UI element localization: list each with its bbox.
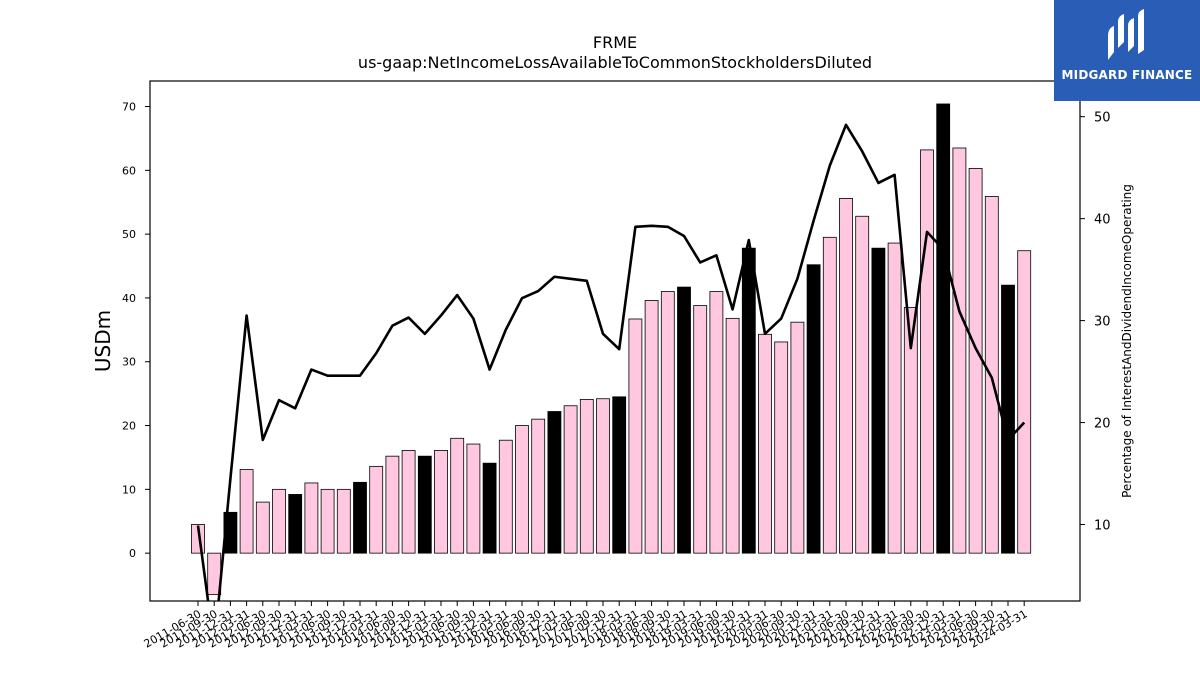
bar-2020-09-30 [790, 321, 805, 554]
bar-2014-06-30 [385, 455, 400, 554]
bar-2023-03-31 [952, 147, 967, 554]
bar-2016-09-30 [531, 418, 546, 554]
bar-2019-12-31 [741, 247, 756, 554]
y2-axis-label: Percentage of InterestAndDividendIncomeO… [1120, 184, 1134, 498]
y-tick-label: 40 [122, 292, 136, 305]
bar-2015-06-30 [450, 437, 465, 554]
y-tick-label: 50 [122, 228, 136, 241]
bar-2013-09-30 [336, 488, 351, 554]
bar-group [191, 103, 1032, 596]
bar-2014-12-31 [417, 455, 432, 554]
y-tick-label: 10 [122, 483, 136, 496]
bar-2012-09-30 [272, 488, 286, 554]
bar-2020-12-31 [806, 264, 821, 554]
bar-2017-06-30 [579, 398, 594, 554]
bar-2021-09-30 [855, 215, 870, 554]
bar-2018-03-31 [628, 318, 643, 554]
bar-2019-09-30 [725, 317, 740, 554]
bar-2020-03-31 [758, 333, 772, 554]
y-tick-label: 60 [122, 164, 136, 177]
bar-2024-03-31 [1017, 250, 1032, 554]
bar-2016-12-31 [547, 411, 562, 554]
bar-2017-12-31 [612, 396, 627, 554]
bar-2014-03-31 [369, 465, 384, 554]
bar-2023-09-30 [984, 196, 999, 554]
bar-2012-12-31 [288, 494, 303, 554]
y2-tick-label: 30 [1094, 315, 1111, 330]
bar-2015-09-30 [466, 443, 481, 554]
bar-2013-12-31 [353, 481, 367, 554]
bar-2018-12-31 [677, 286, 691, 554]
y2-tick-label: 20 [1094, 417, 1111, 432]
chart-title: FRME [593, 33, 637, 52]
bar-2015-03-31 [434, 450, 448, 554]
bar-2017-03-31 [563, 405, 578, 554]
left-axis: 0 10 20 30 40 50 60 70 [122, 101, 150, 560]
x-axis: 2011-06-302011-09-302011-12-312012-03-31… [142, 601, 1030, 651]
brand-logo-text: MIDGARD FINANCE [1061, 68, 1193, 82]
bar-2015-12-31 [482, 462, 497, 554]
bar-2020-06-30 [774, 341, 789, 554]
bar-2016-03-31 [498, 439, 513, 554]
bar-2018-09-30 [660, 291, 675, 554]
bar-2023-06-30 [968, 168, 983, 554]
line-group [196, 123, 1026, 601]
bar-2019-06-30 [709, 291, 724, 554]
y2-tick-label: 40 [1094, 213, 1111, 228]
bar-2013-06-30 [320, 488, 335, 554]
midgard-logo-icon [1108, 9, 1144, 60]
bar-2017-09-30 [596, 398, 610, 554]
bar-2022-09-30 [920, 149, 934, 554]
plot-frame [149, 80, 1081, 602]
chart-subtitle: us-gaap:NetIncomeLossAvailableToCommonSt… [358, 53, 872, 72]
y2-tick-label: 10 [1094, 519, 1111, 534]
right-axis: 10 20 30 40 50 [1080, 111, 1111, 534]
bar-2019-03-31 [693, 305, 708, 554]
y-tick-label: 30 [122, 356, 136, 369]
bar-2018-06-30 [644, 300, 659, 554]
bar-2022-03-31 [887, 242, 902, 554]
y-tick-label: 0 [129, 547, 136, 560]
bar-2013-03-31 [304, 482, 319, 554]
y-tick-label: 20 [122, 420, 136, 433]
y2-tick-label: 50 [1094, 111, 1111, 126]
line-series [196, 123, 1026, 601]
brand-logo: MIDGARD FINANCE [1054, 0, 1200, 101]
bar-2021-06-30 [839, 197, 853, 554]
bar-2022-06-30 [903, 307, 918, 554]
bar-2016-06-30 [515, 425, 529, 554]
bar-2021-03-31 [822, 236, 837, 554]
bar-2021-12-31 [871, 247, 886, 554]
bar-2012-06-30 [255, 501, 270, 554]
bar-2014-09-30 [401, 450, 416, 554]
bar-2022-12-31 [936, 103, 951, 554]
bar-2012-03-31 [239, 469, 254, 554]
y-tick-label: 70 [122, 101, 136, 114]
y-axis-label: USDm [91, 310, 115, 372]
